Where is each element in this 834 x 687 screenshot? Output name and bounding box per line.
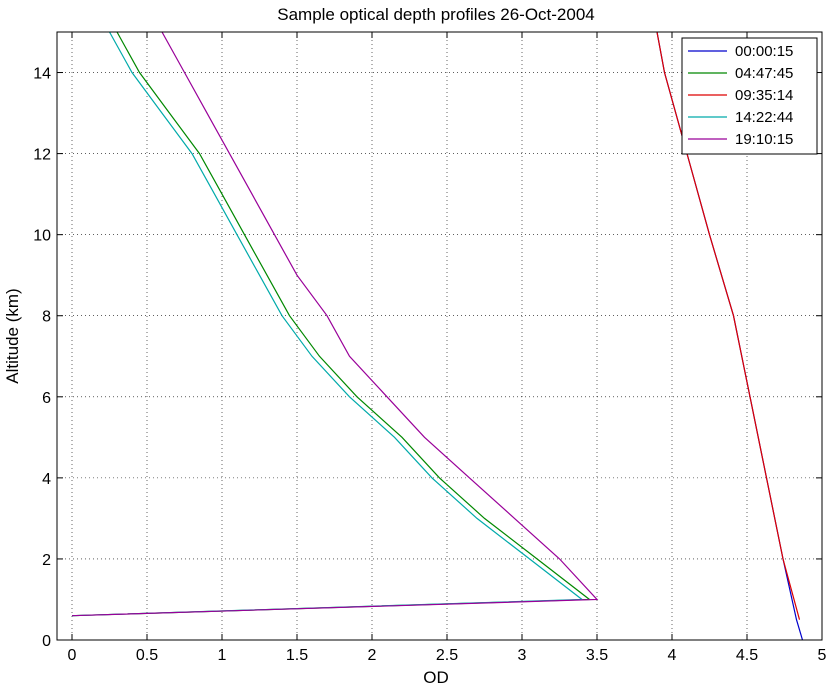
x-tick-label: 3 bbox=[518, 647, 527, 664]
legend-entry-label: 04:47:45 bbox=[735, 65, 793, 82]
y-tick-label: 0 bbox=[42, 633, 51, 650]
x-tick-label: 3.5 bbox=[586, 647, 608, 664]
x-tick-label: 0 bbox=[68, 647, 77, 664]
x-tick-label: 2 bbox=[368, 647, 377, 664]
y-tick-label: 12 bbox=[33, 147, 51, 164]
series-line-5 bbox=[71, 32, 599, 617]
x-tick-labels: 0 0.5 1 1.5 2 2.5 3 3.5 4 4.5 5 bbox=[68, 647, 827, 664]
y-tick-labels: 0 2 4 6 8 10 12 14 bbox=[33, 66, 51, 650]
x-tick-label: 4.5 bbox=[736, 647, 758, 664]
legend-entry-label: 19:10:15 bbox=[735, 131, 793, 148]
y-tick-label: 2 bbox=[42, 552, 51, 569]
legend-entry-label: 00:00:15 bbox=[735, 43, 793, 60]
series-line-2 bbox=[71, 32, 592, 617]
x-tick-label: 5 bbox=[818, 647, 827, 664]
series-line-3 bbox=[656, 32, 801, 620]
y-axis-label: Altitude (km) bbox=[3, 288, 22, 383]
legend-box bbox=[681, 37, 818, 155]
chart-title: Sample optical depth profiles 26-Oct-200… bbox=[277, 5, 595, 24]
x-tick-label: 1 bbox=[218, 647, 227, 664]
y-tick-label: 4 bbox=[42, 471, 51, 488]
x-axis-label: OD bbox=[423, 668, 449, 687]
legend-entry-label: 14:22:44 bbox=[735, 109, 793, 126]
series-layer bbox=[71, 32, 804, 640]
plot-frame bbox=[56, 31, 823, 641]
x-tick-label: 0.5 bbox=[136, 647, 158, 664]
series-line-4 bbox=[71, 32, 584, 617]
y-tick-label: 8 bbox=[42, 309, 51, 326]
x-tick-label: 2.5 bbox=[436, 647, 458, 664]
tick-marks bbox=[57, 32, 823, 641]
legend-entry-label: 09:35:14 bbox=[735, 87, 793, 104]
y-tick-label: 14 bbox=[33, 66, 51, 83]
legend: 00:00:15 04:47:45 09:35:14 14:22:44 19:10:15 bbox=[681, 37, 818, 155]
x-tick-label: 4 bbox=[668, 647, 677, 664]
y-tick-label: 6 bbox=[42, 390, 51, 407]
y-tick-label: 10 bbox=[33, 228, 51, 245]
x-tick-label: 1.5 bbox=[286, 647, 308, 664]
